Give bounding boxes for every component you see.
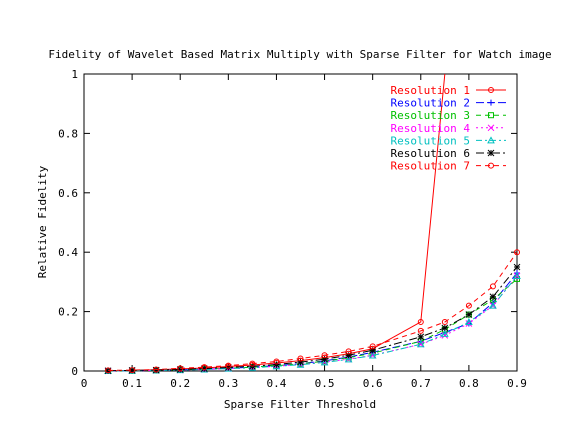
x-tick-label: 0.5 <box>315 377 335 390</box>
legend-swatch-marker <box>488 99 494 106</box>
data-point <box>128 367 136 374</box>
legend-item: Resolution 5 <box>391 134 506 147</box>
data-point <box>320 358 329 366</box>
series-line <box>108 251 518 371</box>
data-point <box>321 352 328 359</box>
series-7 <box>105 249 520 374</box>
data-point <box>177 365 184 372</box>
legend-swatch-marker <box>487 149 495 157</box>
data-point <box>417 333 425 341</box>
data-point <box>345 348 352 355</box>
data-point <box>152 366 160 374</box>
plot-frame <box>83 73 518 372</box>
data-point <box>104 367 112 375</box>
legend-swatch-marker <box>487 124 495 132</box>
series-layer <box>104 73 521 375</box>
data-point <box>465 320 473 327</box>
data-point <box>417 318 424 325</box>
legend-item: Resolution 2 <box>391 97 506 110</box>
data-point <box>417 327 424 334</box>
y-tick-label: 0.8 <box>58 127 78 140</box>
legend-item: Resolution 6 <box>391 147 506 160</box>
legend-swatch-marker <box>487 136 495 144</box>
x-axis-title: Sparse Filter Threshold <box>224 398 376 411</box>
x-tick-label: 0.7 <box>411 377 431 390</box>
x-tick-label: 0 <box>81 377 88 390</box>
legend-label: Resolution 3 <box>391 109 470 122</box>
series-2 <box>105 269 520 374</box>
data-point <box>201 364 208 371</box>
data-point <box>489 283 496 290</box>
data-point <box>513 271 521 279</box>
chart-title: Fidelity of Wavelet Based Matrix Multipl… <box>48 48 551 61</box>
y-tick-label: 0.2 <box>58 306 78 319</box>
legend-label: Resolution 5 <box>391 134 470 147</box>
series-line <box>108 278 518 372</box>
data-point <box>297 355 304 362</box>
data-point <box>514 249 520 256</box>
data-point <box>489 301 497 309</box>
x-tick-label: 0.4 <box>267 377 287 390</box>
x-tick-label: 0.6 <box>363 377 383 390</box>
data-point <box>416 340 425 348</box>
data-point <box>441 318 448 325</box>
x-tick-label: 0.2 <box>170 377 190 390</box>
data-point <box>297 358 304 366</box>
data-point <box>200 365 208 372</box>
legend-label: Resolution 1 <box>391 84 470 97</box>
y-tick-label: 0.4 <box>58 246 78 259</box>
data-point <box>489 293 497 301</box>
y-axis: 0 0.2 0.4 0.6 0.8 1 <box>58 68 517 378</box>
data-point <box>441 332 449 339</box>
data-point <box>176 366 184 373</box>
data-point <box>249 360 256 367</box>
y-tick-label: 0.6 <box>58 187 78 200</box>
series-5 <box>104 271 521 374</box>
series-line <box>108 275 518 372</box>
data-point <box>321 355 328 363</box>
data-point <box>465 311 473 318</box>
legend-swatch-marker <box>488 112 494 119</box>
legend-item: Resolution 1 <box>391 84 506 97</box>
data-point <box>344 355 353 363</box>
data-point <box>465 302 472 309</box>
data-point <box>105 367 112 374</box>
data-point <box>513 263 521 271</box>
x-tick-label: 0.1 <box>122 377 142 390</box>
data-point <box>369 346 377 354</box>
data-point <box>465 317 473 325</box>
y-tick-label: 1 <box>71 68 78 81</box>
legend-label: Resolution 2 <box>391 97 470 110</box>
x-tick-label: 0.3 <box>218 377 238 390</box>
data-point <box>129 367 136 374</box>
x-tick-label: 0.9 <box>507 377 527 390</box>
legend-item: Resolution 3 <box>391 109 506 122</box>
data-point <box>369 343 376 350</box>
legend-label: Resolution 6 <box>391 147 470 160</box>
legend-item: Resolution 4 <box>391 122 506 135</box>
data-point <box>440 329 449 337</box>
series-line <box>108 275 518 372</box>
data-point <box>368 351 377 359</box>
legend-swatch-marker <box>488 87 494 93</box>
y-tick-label: 0 <box>71 365 78 378</box>
data-point <box>273 358 280 365</box>
x-tick-label: 0.8 <box>459 377 479 390</box>
data-point <box>153 366 160 373</box>
series-line <box>108 266 518 372</box>
data-point <box>224 364 232 371</box>
data-point <box>441 324 449 332</box>
y-axis-title: Relative Fidelity <box>36 165 49 278</box>
legend-label: Resolution 7 <box>391 160 470 173</box>
x-axis: 0 0.1 0.2 0.3 0.4 0.5 0.6 0.7 0.8 0.9 <box>81 74 527 390</box>
legend-label: Resolution 4 <box>391 122 471 135</box>
data-point <box>225 362 232 369</box>
data-point <box>345 351 352 359</box>
series-6 <box>104 263 521 375</box>
legend-item: Resolution 7 <box>391 160 506 173</box>
data-point <box>296 360 305 368</box>
legend-swatch-marker <box>488 162 494 169</box>
